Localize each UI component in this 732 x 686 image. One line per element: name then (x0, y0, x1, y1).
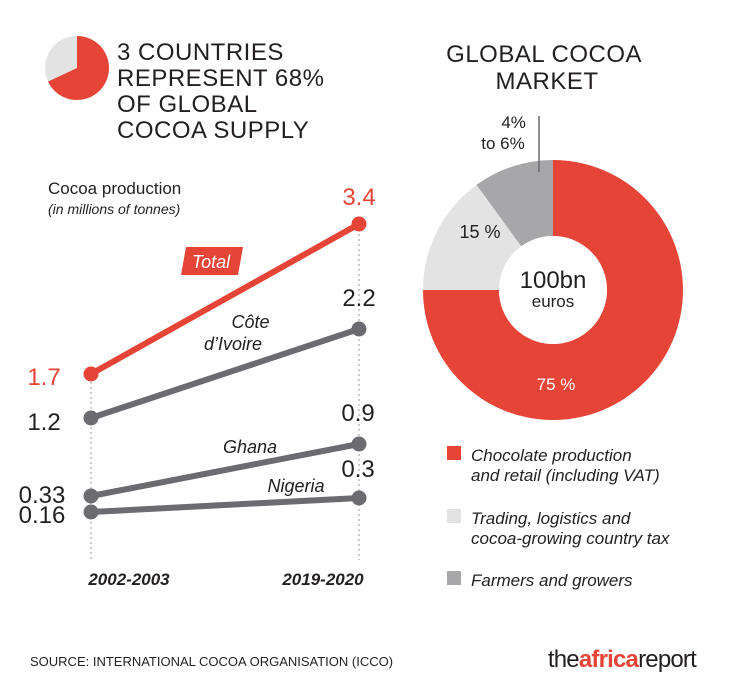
value-label-nigeria-2019: 0.3 (341, 456, 374, 483)
legend-swatch-farmers (447, 571, 461, 585)
headline-line-1: 3 COUNTRIES (117, 39, 284, 66)
data-point-total-2019-2020 (351, 216, 367, 232)
category-label-2019: 2019-2020 (281, 570, 364, 589)
source-note: SOURCE: INTERNATIONAL COCOA ORGANISATION… (30, 654, 393, 669)
series-c-te-d-ivoire (83, 321, 367, 426)
legend-label-chocolate: Chocolate production and retail (includi… (471, 446, 660, 485)
value-label-total-2019: 3.4 (342, 184, 375, 211)
series-label-cote-divoire: Côte d’Ivoire (204, 312, 275, 354)
data-point-c-te-d-ivoire-2019-2020 (351, 321, 367, 337)
series-label-total-text: Total (192, 252, 231, 272)
data-point-ghana-2019-2020 (351, 436, 367, 452)
line-chart-subtitle: (in millions of tonnes) (48, 201, 180, 217)
legend-label-trading: Trading, logistics and cocoa-growing cou… (471, 509, 670, 548)
donut-label-farmers: 4% to 6% (481, 113, 530, 153)
headline-line-3: OF GLOBAL (117, 91, 257, 118)
headline-line-4: COCOA SUPPLY (117, 117, 309, 144)
headline-line-2: REPRESENT 68% (117, 65, 324, 92)
donut-center-unit: euros (532, 292, 575, 311)
series-ghana (83, 436, 367, 504)
value-label-cote-2019: 2.2 (342, 285, 375, 312)
data-point-nigeria-2002-2003 (83, 504, 99, 520)
donut-label-trading: 15 % (459, 222, 500, 242)
legend-swatch-chocolate (447, 446, 461, 460)
donut-chart (423, 160, 683, 420)
publisher-logo: theafricareport (548, 646, 697, 673)
donut-title: GLOBAL COCOA MARKET (446, 41, 648, 95)
line-series-layer (83, 216, 367, 520)
data-point-ghana-2002-2003 (83, 488, 99, 504)
series-label-total: Total (181, 247, 243, 275)
headline-pie-icon (45, 36, 109, 100)
value-label-ghana-2019: 0.9 (341, 400, 374, 427)
donut-slice-trading (423, 184, 522, 290)
donut-slice-chocolate (423, 160, 683, 420)
legend-swatch-trading (447, 509, 461, 523)
series-total (83, 216, 367, 382)
series-label-ghana: Ghana (223, 437, 277, 457)
value-label-nigeria-2002: 0.16 (19, 502, 66, 529)
value-label-ghana-2002: 0.33 (19, 482, 66, 509)
donut-hole (499, 236, 607, 344)
series-label-nigeria: Nigeria (267, 476, 324, 496)
data-point-nigeria-2019-2020 (351, 490, 367, 506)
series-line-total (88, 221, 362, 377)
series-line-ghana (88, 441, 362, 499)
headline: 3 COUNTRIES REPRESENT 68% OF GLOBAL COCO… (117, 39, 332, 144)
value-label-total-2002: 1.7 (27, 364, 60, 391)
donut-label-chocolate: 75 % (537, 375, 576, 394)
donut-center-value: 100bn (520, 267, 587, 294)
category-label-2002: 2002-2003 (87, 570, 170, 589)
series-line-nigeria (88, 495, 362, 515)
donut-slice-farmers (476, 160, 553, 247)
data-point-c-te-d-ivoire-2002-2003 (83, 410, 99, 426)
series-nigeria (83, 490, 367, 520)
series-line-c-te-d-ivoire (88, 326, 362, 421)
legend: Chocolate production and retail (includi… (447, 446, 670, 590)
data-point-total-2002-2003 (83, 366, 99, 382)
line-chart-title: Cocoa production (48, 179, 181, 198)
value-label-cote-2002: 1.2 (27, 409, 60, 436)
legend-label-farmers: Farmers and growers (471, 571, 633, 590)
